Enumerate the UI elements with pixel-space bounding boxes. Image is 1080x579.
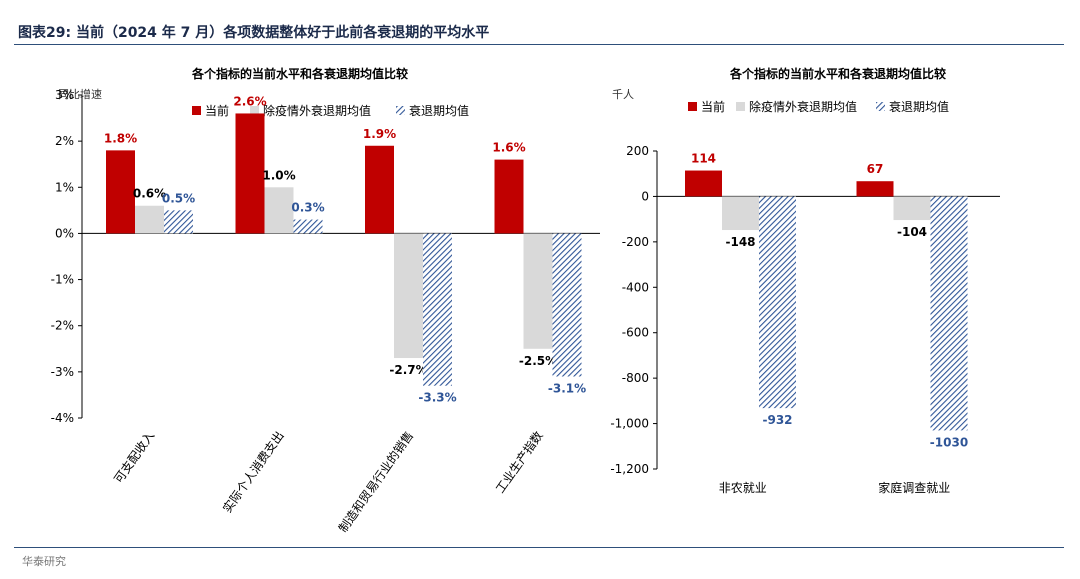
bar-ex-epidemic-avg (394, 233, 423, 359)
data-label: -3.3% (418, 391, 456, 405)
data-label: 114 (691, 152, 716, 166)
chart-title: 各个指标的当前水平和各衰退期均值比较 (729, 66, 946, 81)
bar-ex-epidemic-avg (893, 196, 931, 221)
bar-recession-avg (423, 233, 452, 386)
legend-swatch (736, 102, 745, 111)
x-category-label: 家庭调查就业 (878, 480, 950, 495)
bar-ex-epidemic-avg (264, 187, 294, 234)
legend-label: 当前 (205, 103, 229, 118)
data-label: 0.3% (291, 201, 324, 215)
legend-swatch (396, 106, 405, 115)
data-label: -3.1% (548, 381, 586, 395)
bar-current (856, 181, 894, 197)
data-label: 2.6% (233, 94, 266, 108)
x-category-label: 制造和贸易行业的销售 (335, 428, 416, 535)
bar-recession-avg (930, 196, 968, 431)
data-label: -932 (762, 413, 792, 427)
figure-header: 图表29: 当前（2024 年 7 月）各项数据整体好于此前各衰退期的平均水平 (18, 22, 1058, 44)
legend-label: 除疫情外衰退期均值 (263, 103, 371, 118)
y-tick-label: 1% (55, 180, 74, 194)
legend-label: 当前 (701, 99, 725, 114)
legend-swatch (688, 102, 697, 111)
bar-ex-epidemic-avg (722, 196, 759, 231)
legend-label: 除疫情外衰退期均值 (749, 99, 857, 114)
data-label: -1030 (930, 435, 968, 449)
y-tick-label: 200 (626, 144, 649, 158)
y-tick-label: 2% (55, 134, 74, 148)
source-note: 华泰研究 (22, 555, 66, 568)
legend-swatch (876, 102, 885, 111)
x-category-label: 可支配收入 (111, 429, 157, 486)
y-tick-label: -600 (622, 326, 649, 340)
y-tick-label: 3% (55, 88, 74, 102)
y-tick-label: -1,200 (610, 462, 649, 476)
legend-label: 衰退期均值 (889, 99, 949, 114)
bar-current (235, 113, 265, 234)
y-tick-label: 0 (641, 189, 649, 203)
x-category-label: 非农就业 (719, 481, 767, 495)
y-axis-label: 千人 (612, 88, 634, 101)
bar-current (365, 145, 394, 234)
figure-title: 图表29: 当前（2024 年 7 月）各项数据整体好于此前各衰退期的平均水平 (18, 25, 490, 41)
data-label: -148 (725, 235, 755, 249)
y-tick-label: -2% (51, 319, 74, 333)
legend-label: 衰退期均值 (409, 103, 469, 118)
x-category-label: 工业生产指数 (492, 428, 546, 496)
bar-current (685, 170, 722, 197)
data-label: 67 (867, 162, 884, 176)
y-axis-label: 同比增速 (58, 87, 102, 101)
legend-swatch (192, 106, 201, 115)
data-label: 0.5% (162, 191, 195, 205)
bar-recession-avg (759, 196, 796, 409)
footer-divider (14, 547, 1064, 548)
x-category-label: 实际个人消费支出 (219, 428, 286, 515)
data-label: -2.5% (519, 354, 557, 368)
data-label: 1.8% (104, 131, 137, 145)
bar-recession-avg (552, 233, 582, 377)
bar-ex-epidemic-avg (523, 233, 553, 349)
y-tick-label: -1,000 (610, 417, 649, 431)
y-tick-label: -3% (51, 365, 74, 379)
data-label: -2.7% (389, 363, 427, 377)
bar-ex-epidemic-avg (135, 205, 164, 234)
chart-title: 各个指标的当前水平和各衰退期均值比较 (191, 66, 408, 81)
data-label: -104 (897, 225, 927, 239)
y-tick-label: -4% (51, 411, 74, 425)
y-tick-label: -200 (622, 235, 649, 249)
y-tick-label: -800 (622, 371, 649, 385)
header-divider (14, 44, 1064, 45)
data-label: 1.9% (363, 127, 396, 141)
y-tick-label: -1% (51, 273, 74, 287)
data-label: 1.6% (492, 141, 525, 155)
legend-swatch (250, 106, 259, 115)
y-tick-label: -400 (622, 280, 649, 294)
data-label: 0.6% (133, 187, 166, 201)
bar-recession-avg (164, 210, 193, 234)
y-tick-label: 0% (55, 226, 74, 240)
data-label: 1.0% (262, 168, 295, 182)
bar-current (106, 150, 135, 234)
bar-current (494, 159, 524, 234)
bar-recession-avg (293, 219, 323, 234)
